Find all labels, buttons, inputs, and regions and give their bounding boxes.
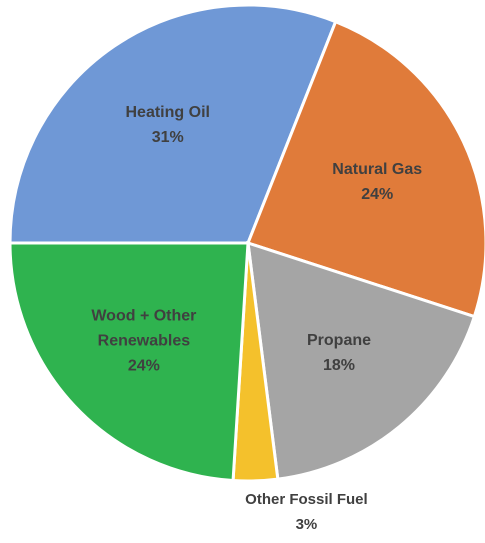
- slice-label: Other Fossil Fuel 3%: [206, 487, 406, 537]
- slice-label: Wood + Other Renewables 24%: [69, 303, 219, 378]
- slice-value: 24%: [127, 357, 160, 375]
- pie-slice: [246, 240, 477, 481]
- slice-value: 24%: [361, 186, 394, 204]
- pie-slice: [8, 3, 338, 245]
- pie-slice: [246, 19, 485, 319]
- slice-name: Natural Gas: [332, 161, 423, 179]
- slice-label: Propane 18%: [264, 328, 414, 378]
- slice-value: 31%: [151, 128, 184, 146]
- slice-value: 3%: [295, 515, 318, 533]
- slice-label: Natural Gas 24%: [302, 157, 452, 207]
- pie-slice: [8, 241, 250, 483]
- slice-name: Propane: [307, 332, 372, 350]
- slice-label: Heating Oil 31%: [93, 100, 243, 150]
- slice-name: Heating Oil: [125, 103, 210, 121]
- slice-name: Wood + Other Renewables: [91, 307, 197, 350]
- slice-value: 18%: [323, 357, 356, 375]
- slice-name: Other Fossil Fuel: [245, 490, 368, 508]
